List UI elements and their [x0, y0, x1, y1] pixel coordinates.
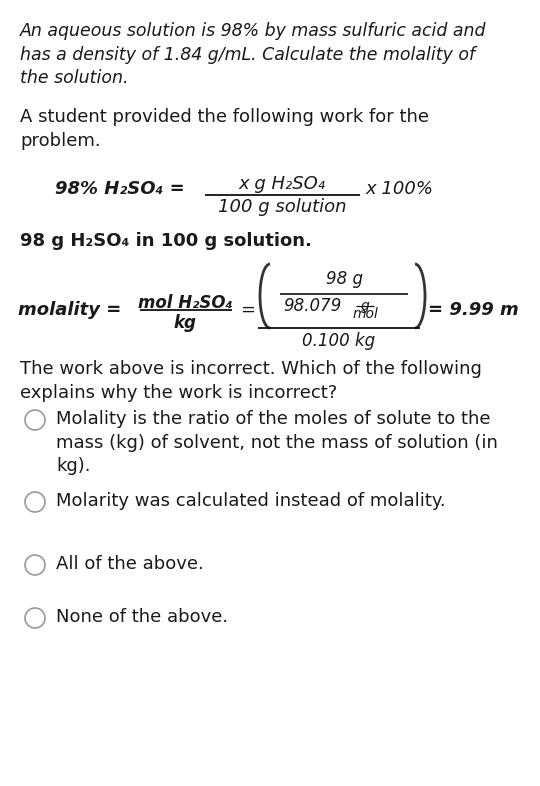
Text: 98% H₂SO₄ =: 98% H₂SO₄ = [55, 180, 185, 198]
Text: mol: mol [352, 307, 378, 321]
Text: =: = [240, 301, 255, 319]
Text: molality =: molality = [18, 301, 122, 319]
Text: 100 g solution: 100 g solution [218, 198, 346, 216]
Text: All of the above.: All of the above. [56, 555, 204, 573]
Text: mol H₂SO₄: mol H₂SO₄ [138, 294, 232, 312]
Text: A student provided the following work for the
problem.: A student provided the following work fo… [20, 108, 429, 149]
Text: An aqueous solution is 98% by mass sulfuric acid and
has a density of 1.84 g/mL.: An aqueous solution is 98% by mass sulfu… [20, 22, 487, 87]
Text: 0.100 kg: 0.100 kg [302, 332, 375, 350]
Text: None of the above.: None of the above. [56, 608, 228, 626]
Text: Molarity was calculated instead of molality.: Molarity was calculated instead of molal… [56, 492, 446, 510]
Text: kg: kg [173, 314, 197, 332]
Text: 98.079: 98.079 [283, 297, 341, 315]
Text: g: g [361, 299, 369, 313]
Text: 98 g H₂SO₄ in 100 g solution.: 98 g H₂SO₄ in 100 g solution. [20, 232, 312, 250]
Text: Molality is the ratio of the moles of solute to the
mass (kg) of solvent, not th: Molality is the ratio of the moles of so… [56, 410, 498, 476]
Text: The work above is incorrect. Which of the following
explains why the work is inc: The work above is incorrect. Which of th… [20, 360, 482, 402]
Text: x 100%: x 100% [365, 180, 433, 198]
Text: 98 g: 98 g [326, 270, 362, 288]
Text: x g H₂SO₄: x g H₂SO₄ [239, 175, 326, 193]
Text: = 9.99 m: = 9.99 m [428, 301, 519, 319]
